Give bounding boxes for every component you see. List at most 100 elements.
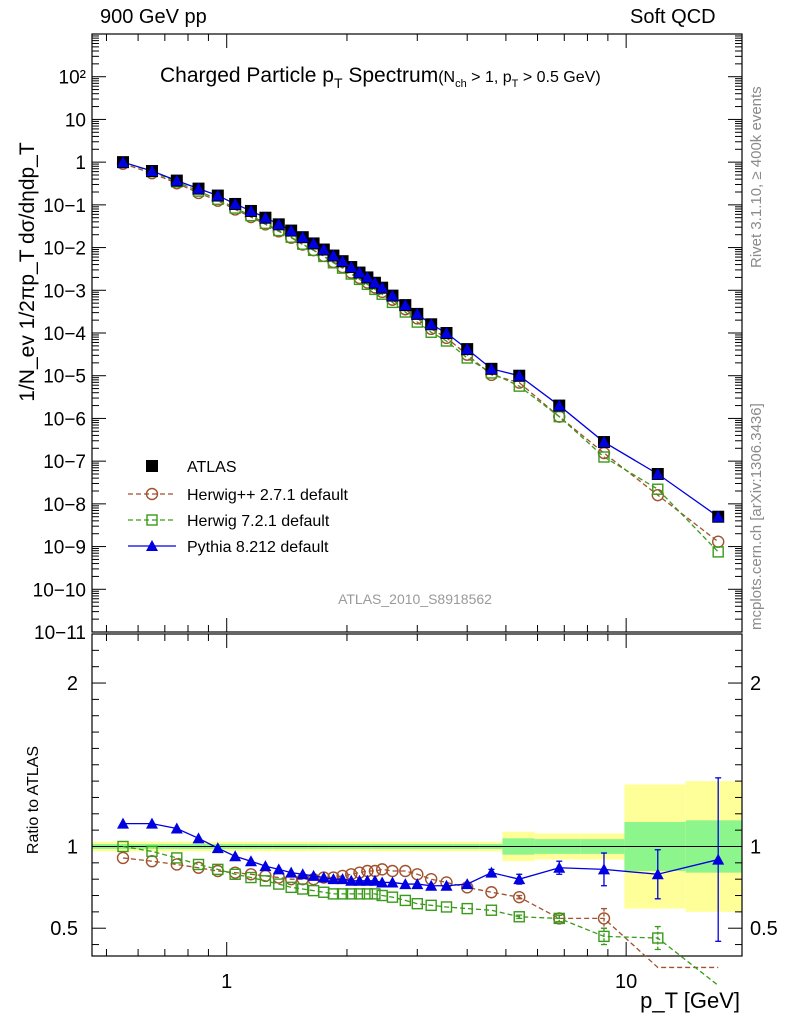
ratio-point-herwig7 [146,845,158,858]
ratio-point-pythia [116,817,129,829]
main-point-pythia [376,281,389,293]
main-point-pythia [285,224,298,236]
y-tick-label: 10−5 [43,367,86,388]
ratio-point-pythia [361,874,374,886]
ratio-point-pythia [376,876,389,888]
ratio-point-pythia [368,874,381,886]
main-point-pythia [259,211,272,223]
main-point-pythia [425,318,438,330]
main-point-pythia [244,204,257,216]
main-point-pythia [485,362,498,374]
main-point-pythia [229,197,242,209]
y-tick-label: 10−7 [43,452,86,473]
ratio-point-herwig7 [353,888,366,900]
main-point-pythia [353,266,366,278]
ratio-point-herwigpp [513,890,526,904]
ratio-point-pythia [553,861,566,873]
x-tick-label: 1 [221,971,232,993]
main-point-pythia [440,327,453,338]
y-tick-label: 1 [75,153,86,174]
ratio-point-pythia [145,817,158,829]
legend-marker-herwigpp [145,487,159,501]
main-point-pythia [361,271,374,283]
main-point-pythia [712,510,725,522]
ratio-point-pythia [513,873,526,885]
main-point-pythia [461,343,474,355]
main-point-pythia [368,276,381,288]
ratio-point-herwig7 [386,891,399,903]
ratio-point-herwigpp [399,864,412,878]
ratio-point-herwig7 [411,897,423,910]
ratio-point-herwig7 [336,888,349,900]
ratio-point-herwig7 [273,878,285,890]
ratio-point-pythia [272,863,285,875]
ratio-point-herwig7 [598,930,610,943]
y-tick-label: 10−9 [43,538,86,559]
legend-marker-herwig7 [146,514,158,526]
ratio-y-tick-label-right: 2 [750,673,761,695]
ratio-point-pythia [651,868,664,880]
ratio-point-pythia [597,863,610,875]
x-tick-label: 10 [615,971,637,993]
main-point-pythia [211,189,224,201]
ratio-point-herwig7 [345,888,357,900]
y-tick-label: 10−1 [43,196,86,217]
ratio-point-pythia [211,842,224,854]
ratio-point-herwig7 [485,904,498,916]
legend-label-atlas: ATLAS [187,459,237,476]
main-point-pythia [145,165,158,177]
main-point-pythia [327,249,340,261]
main-point-pythia [386,289,399,301]
ratio-point-pythia [307,869,320,881]
y-tick-label: 10−6 [43,409,86,430]
main-point-pythia [192,182,205,194]
ratio-point-pythia [712,853,725,865]
legend-label-herwigpp: Herwig++ 2.7.1 default [187,487,349,504]
main-point-pythia [116,156,129,168]
watermark: ATLAS_2010_S8918562 [338,591,492,607]
y-tick-label: 10−2 [43,239,86,260]
ratio-point-herwig7 [399,894,412,907]
main-title: Charged Particle pT Spectrum(Nch > 1, pT… [160,64,601,91]
ratio-point-pythia [461,878,474,890]
legend-label-pythia: Pythia 8.212 default [187,539,329,556]
ratio-point-pythia [345,874,358,886]
main-point-pythia [345,261,358,273]
ratio-point-herwig7 [245,871,257,884]
main-y-label: 1/N_ev 1/2πp_T dσ/dηdp_T [16,142,39,402]
ratio-point-pythia [170,822,183,834]
ratio-point-herwig7 [652,932,664,944]
legend-label-herwig7: Herwig 7.2.1 default [187,513,330,530]
y-tick-label: 10−3 [43,281,86,302]
ratio-y-tick-label: 1 [67,836,78,858]
ratio-point-herwig7 [297,883,309,895]
main-point-pythia [651,468,664,480]
y-tick-label: 10 [65,110,86,131]
y-tick-label: 10−10 [33,580,86,601]
ratio-point-herwig7 [259,875,272,887]
header-left: 900 GeV pp [100,6,207,28]
ratio-point-herwig7 [553,912,565,925]
mcplots-label: mcplots.cern.ch [arXiv:1306.3436] [748,403,765,630]
main-point-pythia [317,243,330,255]
main-point-pythia [411,307,424,319]
y-tick-label: 10−11 [34,623,86,644]
ratio-point-herwigpp [485,886,498,899]
ratio-y-label: Ratio to ATLAS [25,746,42,854]
ratio-y-tick-label-right: 1 [750,836,761,858]
ratio-point-pythia [244,855,257,867]
main-point-herwig7 [712,546,724,558]
y-tick-label: 10² [59,68,86,89]
main-point-pythia [307,237,320,249]
ratio-point-pythia [296,868,309,880]
ratio-point-pythia [485,866,498,878]
ratio-point-pythia [327,873,340,885]
main-point-herwigpp [711,535,725,548]
ratio-point-herwig7 [327,888,340,900]
ratio-y-tick-label: 2 [67,673,78,695]
main-point-pythia [597,436,610,448]
ratio-point-pythia [192,832,205,844]
main-point-pythia [513,369,526,381]
ratio-point-herwig7 [212,863,224,876]
